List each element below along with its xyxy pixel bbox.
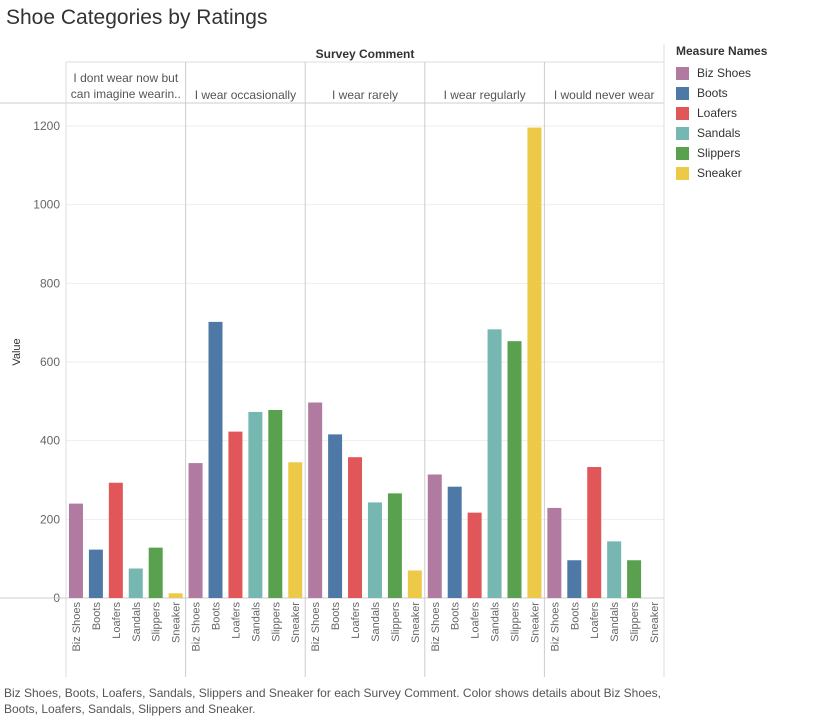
- legend-swatch: [676, 106, 689, 120]
- x-tick-label: Boots: [330, 602, 342, 631]
- bar: [547, 507, 562, 598]
- y-tick-label: 200: [40, 512, 60, 526]
- legend-swatch: [676, 146, 689, 160]
- bar: [188, 463, 203, 598]
- chart-caption: Biz Shoes, Boots, Loafers, Sandals, Slip…: [4, 686, 662, 716]
- x-tick-label: Slippers: [629, 602, 641, 642]
- x-tick-label: Biz Shoes: [310, 602, 322, 652]
- column-label: I wear regularly: [444, 88, 526, 102]
- bar: [467, 512, 482, 598]
- legend-item[interactable]: Sneaker: [676, 163, 767, 183]
- x-tick-label: Loafers: [470, 602, 482, 639]
- y-tick-label: 1200: [33, 119, 60, 133]
- x-tick-label: Boots: [569, 602, 581, 631]
- bar: [328, 434, 343, 598]
- column-header: Survey Comment: [316, 47, 415, 61]
- bar: [228, 431, 243, 598]
- legend: Measure Names Biz Shoes Boots Loafers Sanda…: [676, 44, 767, 183]
- x-tick-label: Biz Shoes: [549, 602, 561, 652]
- bar: [567, 560, 582, 598]
- x-tick-label: Sneaker: [290, 602, 302, 643]
- legend-label: Boots: [697, 86, 728, 100]
- legend-swatch: [676, 166, 689, 180]
- x-tick-label: Sandals: [131, 602, 143, 642]
- x-tick-label: Sneaker: [171, 602, 183, 643]
- x-tick-label: Boots: [450, 602, 462, 631]
- legend-item[interactable]: Biz Shoes: [676, 63, 767, 83]
- x-tick-label: Sandals: [250, 602, 262, 642]
- bar: [268, 409, 283, 598]
- legend-title: Measure Names: [676, 44, 768, 58]
- bar: [407, 570, 422, 598]
- x-tick-label: Sneaker: [529, 602, 541, 643]
- bar: [288, 462, 303, 598]
- x-tick-label: Sandals: [370, 602, 382, 642]
- bar: [168, 593, 183, 598]
- y-tick-label: 1000: [33, 198, 60, 212]
- x-tick-label: Sandals: [609, 602, 621, 642]
- bar: [387, 493, 402, 598]
- legend-item[interactable]: Slippers: [676, 143, 767, 163]
- legend-label: Sneaker: [697, 166, 742, 180]
- x-tick-label: Loafers: [111, 602, 123, 639]
- x-tick-label: Boots: [211, 602, 223, 631]
- bar: [148, 547, 163, 598]
- x-tick-label: Loafers: [589, 602, 601, 639]
- bar: [308, 402, 323, 598]
- bar: [367, 502, 382, 598]
- y-tick-label: 400: [40, 434, 60, 448]
- bar: [447, 486, 462, 598]
- legend-swatch: [676, 66, 689, 80]
- legend-item[interactable]: Boots: [676, 83, 767, 103]
- bar: [208, 321, 223, 598]
- chart-title: Shoe Categories by Ratings: [6, 6, 268, 29]
- bar: [507, 341, 522, 598]
- bar: [88, 549, 103, 598]
- bar: [248, 411, 263, 598]
- bar: [108, 482, 123, 598]
- bar: [607, 541, 622, 598]
- column-label: I dont wear now but: [73, 71, 178, 85]
- x-tick-label: Biz Shoes: [191, 602, 203, 652]
- legend-label: Loafers: [697, 106, 738, 120]
- legend-label: Slippers: [697, 146, 741, 160]
- x-tick-label: Slippers: [270, 602, 282, 642]
- x-tick-label: Slippers: [151, 602, 163, 642]
- legend-swatch: [676, 86, 689, 100]
- bar: [68, 503, 83, 598]
- x-tick-label: Sandals: [490, 602, 502, 642]
- legend-label: Biz Shoes: [697, 66, 752, 80]
- x-tick-label: Sneaker: [649, 602, 661, 643]
- legend-item[interactable]: Loafers: [676, 103, 767, 123]
- column-label: I would never wear: [554, 88, 655, 102]
- bar: [587, 467, 602, 598]
- column-label: I wear rarely: [332, 88, 398, 102]
- y-axis-label: Value: [11, 338, 23, 365]
- x-tick-label: Biz Shoes: [71, 602, 83, 652]
- y-tick-label: 600: [40, 355, 60, 369]
- x-tick-label: Loafers: [350, 602, 362, 639]
- legend-label: Sandals: [697, 126, 741, 140]
- bar: [348, 457, 363, 598]
- x-tick-label: Boots: [91, 602, 103, 631]
- bar: [627, 560, 642, 598]
- legend-swatch: [676, 126, 689, 140]
- bar: [527, 127, 542, 598]
- x-tick-label: Slippers: [390, 602, 402, 642]
- x-tick-label: Biz Shoes: [430, 602, 442, 652]
- column-label: can imagine wearin..: [71, 87, 181, 101]
- x-tick-label: Loafers: [230, 602, 242, 639]
- bar: [487, 329, 502, 598]
- y-tick-label: 800: [40, 276, 60, 290]
- x-tick-label: Sneaker: [410, 602, 422, 643]
- x-tick-label: Slippers: [510, 602, 522, 642]
- column-label: I wear occasionally: [195, 88, 296, 102]
- legend-item[interactable]: Sandals: [676, 123, 767, 143]
- bar: [427, 474, 442, 598]
- bar: [128, 568, 143, 598]
